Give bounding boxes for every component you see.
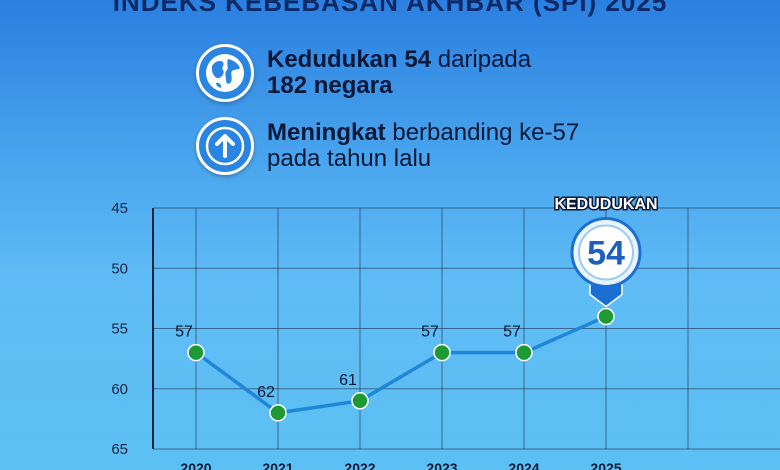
arrow-up-icon (196, 117, 254, 175)
data-label: 62 (257, 384, 275, 401)
improvement-rest: berbanding ke-57 (385, 119, 580, 146)
rank-bold: Kedudukan 54 (267, 46, 432, 73)
data-label: 57 (503, 324, 521, 341)
page-title: INDEKS KEBEBASAN AKHBAR (SPI) 2025 (112, 0, 668, 17)
y-tick-label: 45 (111, 200, 128, 217)
data-label: 57 (421, 324, 439, 341)
y-tick-label: 60 (111, 381, 128, 398)
rank-rest: daripada (431, 46, 532, 73)
improvement-info-row: Meningkat berbanding ke-57 pada tahun la… (196, 117, 579, 175)
globe-icon (196, 44, 254, 102)
improvement-line2: pada tahun lalu (267, 145, 432, 172)
y-tick-label: 55 (111, 321, 128, 338)
x-tick-label: 2025 (590, 460, 621, 470)
callout-value: 54 (587, 234, 625, 272)
data-point (351, 392, 369, 410)
rank-line2: 182 negara (267, 72, 393, 99)
callout-heading: KEDUDUKAN (554, 196, 657, 213)
series-line (194, 314, 607, 415)
x-tick-label: 2024 (508, 460, 539, 470)
data-point (269, 404, 287, 422)
data-label: 57 (175, 324, 193, 341)
data-point (187, 343, 205, 362)
x-tick-label: 2022 (344, 460, 375, 470)
rank-info-row: Kedudukan 54 daripada 182 negara (196, 44, 531, 102)
improvement-info-text: Meningkat berbanding ke-57 pada tahun la… (267, 120, 579, 172)
x-tick-label: 2020 (180, 460, 211, 470)
improvement-bold: Meningkat (267, 119, 386, 146)
y-tick-label: 65 (111, 441, 128, 458)
callout-badge-inner (578, 224, 634, 281)
data-point (597, 307, 615, 326)
data-label: 61 (339, 372, 357, 389)
y-tick-label: 50 (111, 260, 128, 277)
x-tick-label: 2023 (426, 460, 457, 470)
x-tick-label: 2021 (262, 460, 293, 470)
data-point (515, 343, 533, 362)
data-point (433, 343, 451, 362)
rank-info-text: Kedudukan 54 daripada 182 negara (267, 47, 531, 99)
